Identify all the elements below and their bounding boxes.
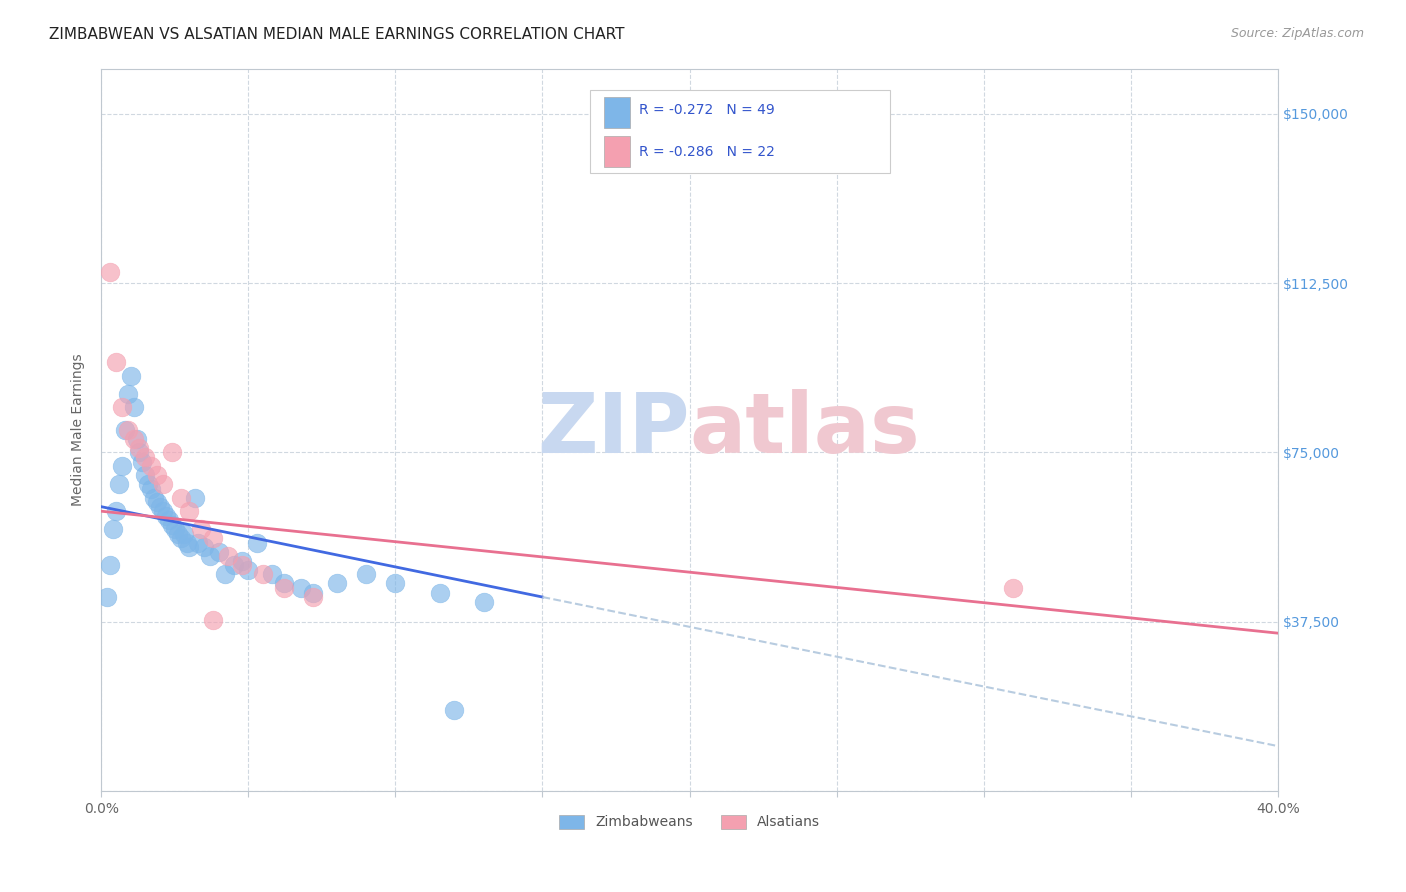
Point (96, 590, 118, 604)
Text: ZIP: ZIP (537, 390, 689, 470)
Point (166, 526, 188, 541)
Point (252, 567, 274, 582)
Legend: Zimbabweans, Alsatians: Zimbabweans, Alsatians (554, 809, 825, 835)
Point (163, 522, 186, 536)
Point (146, 495, 169, 509)
Point (146, 468, 169, 483)
Point (198, 549, 221, 564)
Point (273, 576, 295, 591)
FancyBboxPatch shape (603, 97, 630, 128)
Point (155, 508, 177, 523)
Point (98, 558, 121, 573)
Point (231, 558, 253, 573)
Point (117, 386, 139, 401)
Point (1002, 581, 1025, 595)
Point (104, 504, 127, 518)
Point (443, 703, 465, 717)
Point (120, 368, 142, 383)
Point (98, 265, 121, 279)
Point (201, 531, 224, 545)
Point (117, 423, 139, 437)
Point (190, 522, 212, 536)
Point (169, 491, 191, 505)
Point (246, 536, 269, 550)
Text: Source: ZipAtlas.com: Source: ZipAtlas.com (1230, 27, 1364, 40)
Point (131, 454, 153, 468)
Text: ZIMBABWEAN VS ALSATIAN MEDIAN MALE EARNINGS CORRELATION CHART: ZIMBABWEAN VS ALSATIAN MEDIAN MALE EARNI… (49, 27, 624, 42)
Point (143, 491, 166, 505)
Point (217, 549, 239, 564)
FancyBboxPatch shape (589, 90, 890, 173)
Point (152, 477, 174, 491)
Point (384, 576, 406, 591)
Point (125, 432, 148, 446)
Point (208, 545, 231, 559)
Point (231, 554, 253, 568)
Point (214, 567, 236, 582)
Point (157, 513, 180, 527)
Point (179, 504, 201, 518)
Point (152, 504, 174, 518)
Point (238, 563, 260, 577)
Point (160, 517, 183, 532)
Point (108, 477, 131, 491)
Point (134, 450, 156, 464)
Point (111, 458, 134, 473)
Text: R = -0.286   N = 22: R = -0.286 N = 22 (638, 145, 775, 159)
Point (128, 441, 150, 455)
Point (302, 585, 325, 599)
Point (134, 468, 156, 483)
Point (179, 541, 201, 555)
Point (122, 432, 145, 446)
Point (222, 558, 245, 573)
Point (187, 536, 209, 550)
Point (302, 590, 325, 604)
Point (260, 567, 283, 582)
Point (141, 458, 163, 473)
Point (122, 401, 145, 415)
FancyBboxPatch shape (603, 136, 630, 167)
Point (141, 482, 163, 496)
Point (273, 581, 295, 595)
Point (176, 536, 198, 550)
Point (111, 401, 134, 415)
Y-axis label: Median Male Earnings: Median Male Earnings (72, 353, 86, 506)
Point (128, 445, 150, 459)
Point (290, 581, 312, 595)
Point (193, 541, 215, 555)
Point (201, 613, 224, 627)
Point (160, 445, 183, 459)
Point (354, 567, 377, 582)
Point (173, 526, 195, 541)
Point (325, 576, 347, 591)
Point (101, 522, 124, 536)
Point (472, 594, 495, 608)
Point (184, 491, 207, 505)
Text: R = -0.272   N = 49: R = -0.272 N = 49 (638, 103, 775, 117)
Point (169, 531, 191, 545)
Point (136, 477, 159, 491)
Point (429, 585, 451, 599)
Point (104, 355, 127, 369)
Text: atlas: atlas (689, 390, 921, 470)
Point (114, 423, 136, 437)
Point (149, 500, 172, 514)
